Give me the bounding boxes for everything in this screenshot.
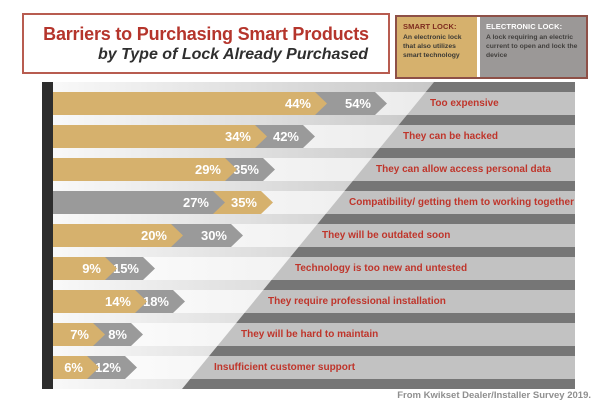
bar-smart-lock: 20% bbox=[53, 224, 183, 247]
legend-electronic-lock-desc: A lock requiring an electric current to … bbox=[486, 34, 578, 60]
bar-value: 9% bbox=[82, 261, 101, 276]
page-subtitle: by Type of Lock Already Purchased bbox=[97, 45, 368, 63]
bar-value: 6% bbox=[64, 360, 83, 375]
bar-smart-lock: 6% bbox=[53, 356, 99, 379]
legend-smart-lock-desc: An electronic lock that also utilizes sm… bbox=[403, 34, 462, 60]
bar-value: 27% bbox=[182, 195, 209, 210]
row-gap bbox=[42, 82, 575, 92]
bar-value: 14% bbox=[104, 294, 131, 309]
bar-smart-lock: 29% bbox=[53, 158, 237, 181]
bar-value: 54% bbox=[344, 96, 371, 111]
category-label: They will be outdated soon bbox=[322, 230, 451, 241]
category-label: They can be hacked bbox=[403, 131, 499, 142]
legend-smart-lock: SMART LOCK: An electronic lock that also… bbox=[397, 17, 477, 77]
bar-value: 18% bbox=[142, 294, 169, 309]
bar-smart-lock: 34% bbox=[53, 125, 267, 148]
row-gap bbox=[42, 181, 575, 191]
legend-smart-lock-title: SMART LOCK: bbox=[403, 22, 457, 31]
bar-value: 44% bbox=[284, 96, 311, 111]
legend: SMART LOCK: An electronic lock that also… bbox=[395, 15, 588, 79]
bar-value: 35% bbox=[232, 162, 259, 177]
row-gap bbox=[42, 115, 575, 125]
category-labels: Too expensive They can be hacked They can … bbox=[42, 82, 575, 389]
bar-value: 20% bbox=[140, 228, 167, 243]
bar-chart: 54% 44% 42% 34% 35% 29% 35% 27% 30% 20% 15% 9% 18% 14… bbox=[42, 82, 575, 389]
legend-electronic-lock-title: ELECTRONIC LOCK: bbox=[486, 22, 563, 31]
category-label: They require professional installation bbox=[268, 296, 446, 307]
category-label: Technology is too new and untested bbox=[295, 263, 468, 274]
legend-divider bbox=[477, 17, 480, 77]
bar-value: 29% bbox=[194, 162, 221, 177]
bar-value: 15% bbox=[112, 261, 139, 276]
category-label: They can allow access personal data bbox=[376, 164, 552, 175]
axis-baseline-strip bbox=[42, 82, 53, 389]
bar-value: 8% bbox=[108, 327, 127, 342]
bar-value: 34% bbox=[224, 129, 251, 144]
page-title: Barriers to Purchasing Smart Products bbox=[43, 23, 369, 44]
bar-electronic-lock: 27% bbox=[53, 191, 225, 214]
source-note: From Kwikset Dealer/Installer Survey 201… bbox=[397, 390, 591, 401]
bar-value: 30% bbox=[200, 228, 227, 243]
category-label: Too expensive bbox=[430, 98, 499, 109]
bar-value: 7% bbox=[70, 327, 89, 342]
category-label: Compatibility/ getting them to working t… bbox=[349, 197, 574, 208]
row-gap bbox=[42, 214, 575, 224]
category-label: Insufficient customer support bbox=[214, 362, 356, 373]
bar-value: 42% bbox=[272, 129, 299, 144]
bar-value: 12% bbox=[94, 360, 121, 375]
bar-smart-lock: 14% bbox=[53, 290, 147, 313]
bar-smart-lock: 9% bbox=[53, 257, 117, 280]
row-gap bbox=[42, 148, 575, 158]
bar-smart-lock: 7% bbox=[53, 323, 105, 346]
bar-smart-lock: 44% bbox=[53, 92, 327, 115]
legend-electronic-lock: ELECTRONIC LOCK: A lock requiring an ele… bbox=[480, 17, 586, 77]
category-label: They will be hard to maintain bbox=[241, 329, 379, 340]
title-box: Barriers to Purchasing Smart Products by… bbox=[22, 13, 390, 74]
bar-value: 35% bbox=[230, 195, 257, 210]
